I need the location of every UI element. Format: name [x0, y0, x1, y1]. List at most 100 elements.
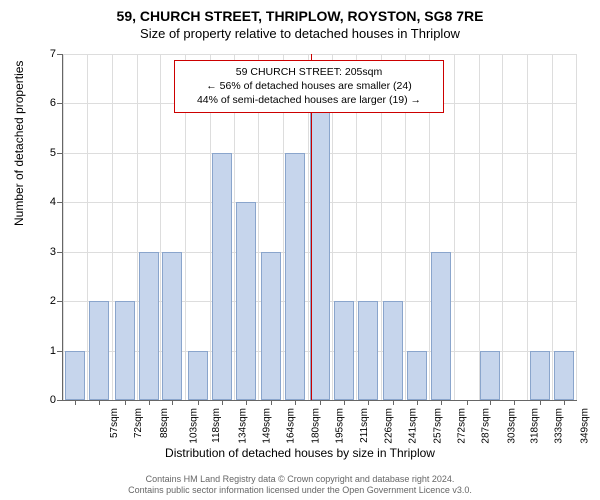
y-tick-label: 6 [36, 97, 56, 109]
x-tick-label: 303sqm [506, 408, 517, 444]
x-tick-label: 241sqm [408, 408, 419, 444]
bar [65, 351, 85, 400]
x-tick-label: 57sqm [109, 408, 120, 438]
x-tick-mark [320, 400, 321, 405]
gridline-h [62, 54, 577, 55]
bar [383, 301, 403, 400]
y-tick-mark [57, 252, 62, 253]
x-tick-mark [198, 400, 199, 405]
x-tick-label: 88sqm [159, 408, 170, 438]
footer-line-2: Contains public sector information licen… [0, 485, 600, 496]
gridline-v [479, 54, 480, 400]
x-axis-title: Distribution of detached houses by size … [0, 446, 600, 460]
x-tick-label: 257sqm [433, 408, 444, 444]
x-tick-mark [125, 400, 126, 405]
bar [407, 351, 427, 400]
gridline-v [576, 54, 577, 400]
x-tick-mark [271, 400, 272, 405]
y-tick-label: 1 [36, 345, 56, 357]
gridline-v [87, 54, 88, 400]
info-box-line-3: 44% of semi-detached houses are larger (… [183, 93, 435, 107]
x-tick-mark [149, 400, 150, 405]
x-tick-label: 118sqm [211, 408, 222, 443]
bar [530, 351, 550, 400]
x-tick-label: 72sqm [133, 408, 144, 438]
y-tick-label: 7 [36, 48, 56, 60]
bar [188, 351, 208, 400]
x-tick-label: 211sqm [359, 408, 370, 443]
y-tick-mark [57, 153, 62, 154]
y-tick-mark [57, 400, 62, 401]
gridline-v [137, 54, 138, 400]
y-tick-label: 0 [36, 394, 56, 406]
gridline-v [160, 54, 161, 400]
info-box: 59 CHURCH STREET: 205sqm← 56% of detache… [174, 60, 444, 113]
x-tick-label: 318sqm [530, 408, 541, 444]
x-tick-mark [222, 400, 223, 405]
y-axis-line [62, 54, 63, 400]
bar [261, 252, 281, 400]
x-tick-mark [295, 400, 296, 405]
x-tick-mark [490, 400, 491, 405]
x-tick-label: 134sqm [237, 408, 248, 444]
bar [162, 252, 182, 400]
x-tick-label: 272sqm [457, 408, 468, 444]
bar [236, 202, 256, 400]
y-tick-mark [57, 103, 62, 104]
info-box-line-2: ← 56% of detached houses are smaller (24… [183, 79, 435, 93]
gridline-v [63, 54, 64, 400]
x-tick-mark [393, 400, 394, 405]
bar [139, 252, 159, 400]
bar [310, 103, 330, 400]
y-tick-mark [57, 301, 62, 302]
y-tick-label: 2 [36, 295, 56, 307]
x-tick-mark [344, 400, 345, 405]
y-tick-label: 4 [36, 196, 56, 208]
x-tick-mark [368, 400, 369, 405]
bar [431, 252, 451, 400]
x-tick-label: 333sqm [554, 408, 565, 444]
chart-title: 59, CHURCH STREET, THRIPLOW, ROYSTON, SG… [0, 0, 600, 24]
x-tick-label: 226sqm [384, 408, 395, 444]
x-tick-mark [417, 400, 418, 405]
footer-line-1: Contains HM Land Registry data © Crown c… [0, 474, 600, 485]
y-tick-label: 3 [36, 246, 56, 258]
y-tick-mark [57, 202, 62, 203]
gridline-v [112, 54, 113, 400]
y-axis-title: Number of detached properties [12, 61, 26, 226]
x-tick-mark [540, 400, 541, 405]
gridline-v [502, 54, 503, 400]
x-tick-label: 349sqm [579, 408, 590, 444]
x-tick-mark [172, 400, 173, 405]
footer-attribution: Contains HM Land Registry data © Crown c… [0, 474, 600, 497]
bar [115, 301, 135, 400]
bar [358, 301, 378, 400]
bar [554, 351, 574, 400]
gridline-v [454, 54, 455, 400]
x-tick-mark [564, 400, 565, 405]
x-tick-label: 103sqm [188, 408, 199, 444]
y-tick-mark [57, 54, 62, 55]
x-tick-label: 180sqm [311, 408, 322, 444]
y-tick-mark [57, 351, 62, 352]
bar [285, 153, 305, 400]
x-tick-label: 149sqm [261, 408, 272, 444]
bar [480, 351, 500, 400]
x-tick-mark [467, 400, 468, 405]
x-tick-mark [441, 400, 442, 405]
bar [89, 301, 109, 400]
bar [212, 153, 232, 400]
gridline-v [552, 54, 553, 400]
plot-area: 59 CHURCH STREET: 205sqm← 56% of detache… [62, 54, 577, 400]
gridline-v [527, 54, 528, 400]
x-tick-label: 287sqm [481, 408, 492, 444]
x-tick-label: 195sqm [334, 408, 345, 444]
x-tick-label: 164sqm [285, 408, 296, 444]
bar [334, 301, 354, 400]
x-tick-mark [514, 400, 515, 405]
y-tick-label: 5 [36, 147, 56, 159]
chart-subtitle: Size of property relative to detached ho… [0, 24, 600, 41]
x-tick-mark [75, 400, 76, 405]
x-tick-mark [99, 400, 100, 405]
info-box-line-1: 59 CHURCH STREET: 205sqm [183, 65, 435, 79]
